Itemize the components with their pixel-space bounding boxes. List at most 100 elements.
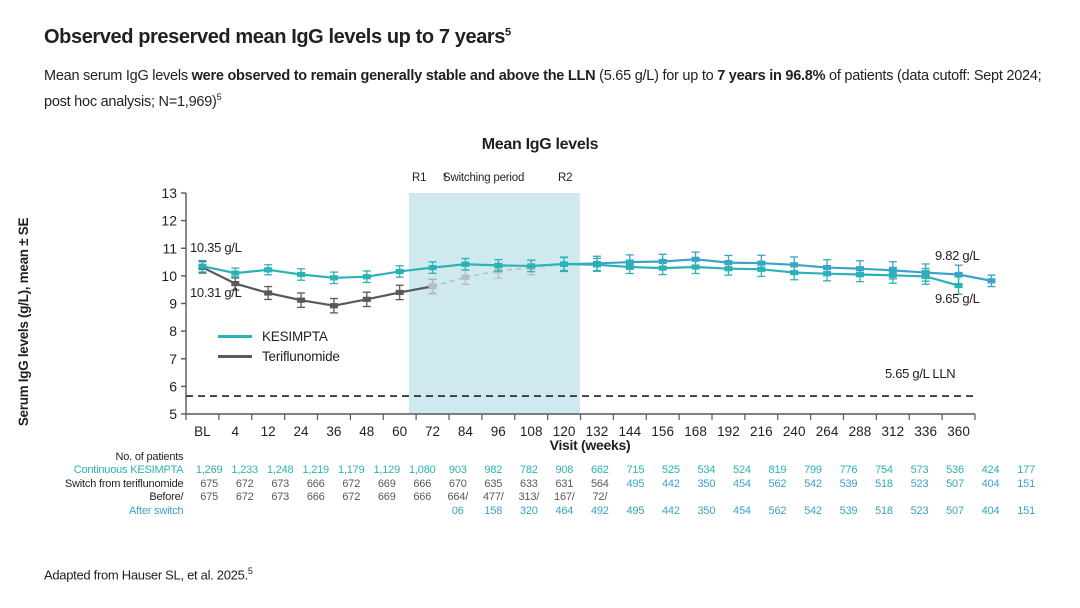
counts-cell: 666 [413, 477, 432, 490]
counts-cell: 666 [413, 491, 432, 504]
counts-cell: 320 [519, 504, 538, 517]
switched-segment [498, 266, 532, 272]
counts-cell [866, 491, 902, 505]
legend-item-kesimpta: KESIMPTA [218, 326, 340, 346]
subtitle-segment-1: were observed to remain generally stable… [191, 68, 596, 84]
switched-segment [925, 271, 959, 276]
counts-cell: 664/ [447, 491, 469, 504]
annotation-switched-final: 9.82 g/L [935, 248, 980, 263]
teriflunomide-marker [264, 290, 273, 296]
kesimpta-segment [399, 266, 433, 273]
page-subtitle: Mean serum IgG levels were observed to r… [44, 66, 1044, 113]
switched-marker [757, 260, 766, 266]
region-label-switching-period: Switching period ‖ [443, 172, 524, 187]
switched-segment [564, 262, 597, 266]
page-title-text: Observed preserved mean IgG levels up to… [44, 26, 506, 48]
kesimpta-marker [625, 264, 634, 270]
counts-cell: 442 [662, 504, 680, 517]
page-title: Observed preserved mean IgG levels up to… [44, 26, 511, 49]
counts-cell [618, 491, 654, 505]
switched-marker [560, 261, 569, 267]
counts-cell [298, 504, 334, 518]
counts-cell: 673 [271, 491, 290, 504]
kesimpta-marker [658, 265, 667, 271]
counts-cell: 562 [768, 504, 787, 517]
counts-cell: 675 [200, 477, 219, 490]
switched-segment [596, 260, 630, 265]
legend-label-kesimpta: KESIMPTA [262, 328, 328, 344]
patient-counts-table: No. of patients Continuous KESIMPTA 1,269 1… [44, 450, 1044, 518]
kesimpta-segment [465, 263, 499, 267]
counts-cell: 573 [910, 464, 929, 477]
counts-row-label: Switch from teriflunomide [64, 477, 184, 490]
teriflunomide-segment [201, 266, 236, 285]
y-axis-title: Serum IgG levels (g/L), mean ± SE [16, 217, 31, 427]
kesimpta-marker [198, 263, 207, 269]
region-label-r2: R2 [558, 172, 573, 184]
teriflunomide-segment [333, 298, 368, 307]
region-label-r1: R1 [412, 172, 427, 184]
counts-cell: 313/ [518, 491, 540, 504]
counts-cell: 1,233 [231, 464, 258, 477]
counts-cell [902, 491, 938, 505]
counts-cell: 1,129 [373, 464, 401, 477]
counts-row: Switch from teriflunomide 675 672 673 666 672… [44, 477, 1044, 491]
counts-cell: 669 [377, 477, 396, 490]
legend-swatch-teriflunomide [218, 354, 252, 358]
switched-segment [794, 263, 828, 269]
counts-cell: 518 [875, 477, 893, 490]
counts-heading-row: No. of patients [44, 450, 1044, 464]
switched-marker [691, 256, 700, 262]
switched-marker [888, 267, 897, 273]
switched-marker [823, 264, 832, 271]
kesimpta-marker [560, 261, 569, 267]
switched-segment [432, 276, 466, 288]
counts-cell: 635 [484, 477, 503, 490]
kesimpta-marker [888, 272, 897, 278]
switched-segment [465, 270, 499, 279]
y-tick-label: 10 [161, 268, 177, 284]
teriflunomide-marker [297, 297, 306, 303]
source-footnote-text: Adapted from Hauser SL, et al. 2025. [44, 567, 248, 583]
counts-cell: 495 [626, 477, 645, 490]
counts-cell: 672 [235, 477, 254, 490]
kesimpta-marker [823, 271, 832, 277]
counts-cell: 631 [555, 477, 574, 490]
annotation-kesimpta-baseline: 10.35 g/L [190, 240, 242, 255]
subtitle-segment-4: of patients (data cutoff: Sept 2024; pos… [44, 68, 1042, 110]
kesimpta-segment [827, 272, 860, 276]
kesimpta-segment [531, 262, 565, 268]
kesimpta-segment [761, 268, 795, 274]
page-title-superscript: 5 [505, 26, 511, 39]
counts-cell: 167/ [554, 491, 575, 504]
switched-segment [859, 267, 893, 272]
kesimpta-segment [235, 268, 269, 275]
counts-cell: 908 [555, 464, 574, 477]
counts-cell: 562 [768, 477, 787, 490]
counts-cell: 982 [484, 464, 503, 477]
subtitle-segment-0: Mean serum IgG levels [44, 68, 192, 84]
counts-cell: 350 [697, 477, 716, 490]
kesimpta-segment [333, 275, 367, 279]
counts-cell: 672 [235, 491, 254, 504]
switched-marker [658, 258, 667, 265]
counts-cell: 518 [875, 504, 893, 517]
counts-cell: 675 [200, 491, 219, 504]
kesimpta-marker [954, 282, 963, 289]
kesimpta-segment [366, 270, 400, 278]
counts-row: Continuous KESIMPTA 1,269 1,233 1,248 1,219 1… [44, 464, 1044, 478]
y-tick-label: 7 [169, 351, 177, 367]
counts-cell: 1,219 [302, 464, 329, 477]
switched-segment [629, 260, 663, 264]
counts-cell [653, 491, 689, 505]
kesimpta-segment [629, 265, 663, 270]
page-subtitle-superscript: 5 [216, 92, 222, 102]
switched-marker [494, 268, 503, 274]
y-tick-label: 9 [169, 296, 177, 312]
kesimpta-segment [596, 263, 630, 269]
counts-cell: 754 [875, 464, 893, 477]
switched-marker [428, 283, 437, 289]
counts-cell: 454 [733, 504, 751, 517]
switched-marker [724, 260, 733, 266]
kesimpta-marker [592, 262, 601, 268]
